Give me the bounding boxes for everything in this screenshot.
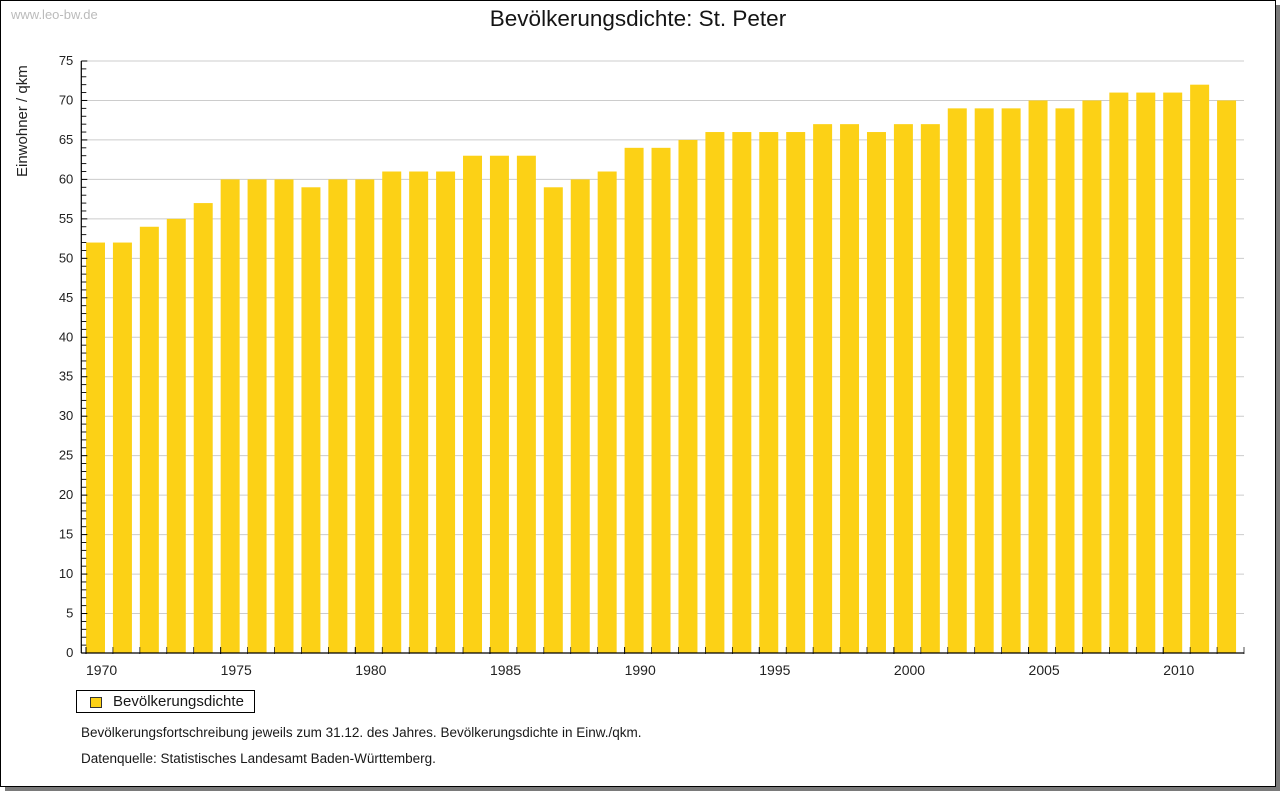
svg-text:0: 0 bbox=[66, 645, 73, 660]
svg-text:20: 20 bbox=[59, 487, 73, 502]
svg-text:65: 65 bbox=[59, 132, 73, 147]
svg-text:10: 10 bbox=[59, 566, 73, 581]
svg-text:50: 50 bbox=[59, 250, 73, 265]
svg-text:5: 5 bbox=[66, 606, 73, 621]
svg-text:1995: 1995 bbox=[759, 662, 790, 678]
svg-text:1980: 1980 bbox=[355, 662, 386, 678]
svg-text:75: 75 bbox=[59, 53, 73, 68]
svg-text:60: 60 bbox=[59, 171, 73, 186]
svg-text:70: 70 bbox=[59, 92, 73, 107]
svg-text:2010: 2010 bbox=[1163, 662, 1194, 678]
svg-text:25: 25 bbox=[59, 448, 73, 463]
svg-text:2000: 2000 bbox=[894, 662, 925, 678]
svg-text:1985: 1985 bbox=[490, 662, 521, 678]
svg-text:1970: 1970 bbox=[86, 662, 117, 678]
svg-text:15: 15 bbox=[59, 527, 73, 542]
svg-text:45: 45 bbox=[59, 290, 73, 305]
svg-text:55: 55 bbox=[59, 211, 73, 226]
svg-text:40: 40 bbox=[59, 329, 73, 344]
svg-text:1990: 1990 bbox=[625, 662, 656, 678]
svg-text:1975: 1975 bbox=[221, 662, 252, 678]
svg-text:2005: 2005 bbox=[1029, 662, 1060, 678]
svg-text:30: 30 bbox=[59, 408, 73, 423]
svg-text:35: 35 bbox=[59, 369, 73, 384]
